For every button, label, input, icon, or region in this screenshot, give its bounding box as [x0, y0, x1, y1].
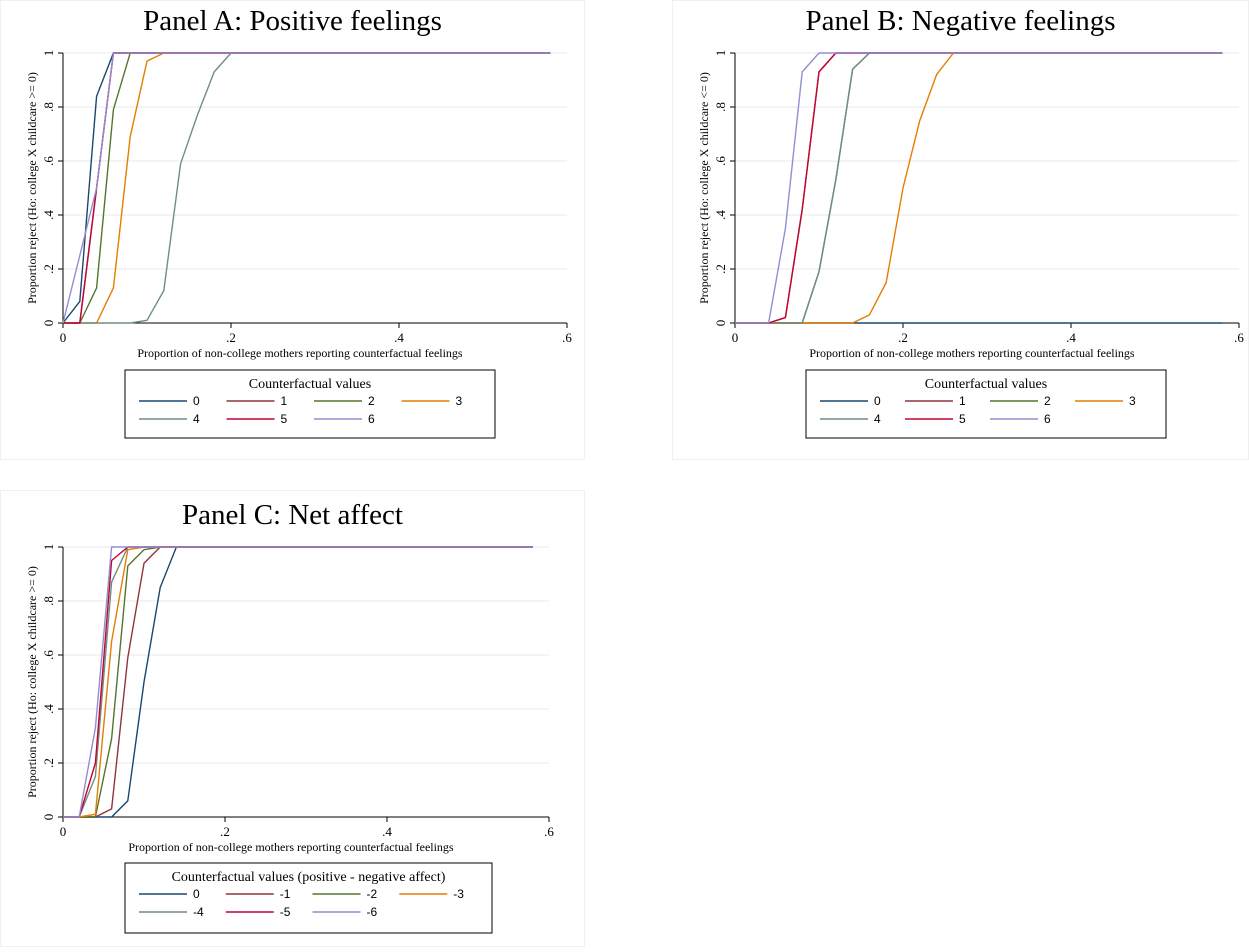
series-line-6 — [63, 546, 533, 818]
legend-label: 0 — [193, 887, 200, 901]
x-tick-label: 0 — [60, 824, 67, 839]
x-tick-label: .4 — [382, 824, 392, 839]
y-tick-label: .4 — [41, 704, 56, 714]
series-line-3 — [735, 52, 1223, 324]
legend-label: 6 — [368, 412, 375, 426]
legend-label: 6 — [1044, 412, 1051, 426]
legend-label: 4 — [193, 412, 200, 426]
chart-svg: Panel C: Net affect0.2.4.6.810.2.4.6Prop… — [0, 490, 585, 947]
series-line-2 — [735, 52, 1223, 324]
series-line-6 — [62, 52, 551, 324]
chart-svg: Panel B: Negative feelings 0 .2 .4 .6 .8 1 0 .2.… — [672, 0, 1249, 460]
y-tick-label: .8 — [41, 596, 56, 606]
legend-label: 3 — [1129, 394, 1136, 408]
legend-label: 0 — [193, 394, 200, 408]
chart-title: Panel B: Negative feelings — [805, 5, 1115, 37]
y-axis-label: Proportion reject (Ho: college X childca… — [25, 566, 39, 798]
y-tick-label: .8 — [713, 102, 728, 112]
panel-frame — [0, 0, 585, 460]
x-tick-label: .4 — [1066, 330, 1076, 345]
series-line-4 — [63, 52, 551, 324]
series-line-3 — [63, 546, 533, 818]
y-tick-label: 0 — [713, 320, 728, 327]
y-tick-label: .4 — [41, 210, 56, 220]
y-tick-label: .6 — [41, 650, 56, 660]
legend-label: 5 — [281, 412, 288, 426]
x-tick-label: .6 — [1234, 330, 1244, 345]
legend-label: -6 — [367, 905, 378, 919]
y-tick-label: .2 — [41, 264, 56, 274]
x-tick-label: 0 — [732, 330, 739, 345]
x-tick-label: .6 — [544, 824, 554, 839]
legend-label: 2 — [1044, 394, 1051, 408]
panel-c-chart: Panel C: Net affect 0.2.4.6.8 1 0.2.4.6 Prop… — [0, 490, 585, 947]
y-tick-label: 1 — [41, 50, 56, 57]
y-tick-label: .4 — [713, 210, 728, 220]
series-line-0 — [62, 52, 551, 324]
y-tick-label: 0 — [41, 814, 56, 821]
legend-title: Counterfactual values — [249, 377, 371, 392]
legend-label: -2 — [367, 887, 378, 901]
legend-box — [124, 862, 493, 934]
y-tick-label: 1 — [713, 50, 728, 57]
x-axis-label: Proportion of non-college mothers report… — [137, 346, 463, 360]
series-line-5 — [63, 52, 551, 324]
series-line-0 — [63, 546, 533, 818]
y-tick-label: 0 — [41, 320, 56, 327]
y-tick-label: 1 — [41, 544, 56, 551]
legend-title: Counterfactual values (positive - negati… — [172, 870, 446, 885]
panel-a-chart: Panel A: Positive feelings 0 .2 .4 .6 .8 1 0 .2.… — [0, 0, 585, 460]
series-line-2 — [63, 546, 533, 818]
series-line-4 — [63, 546, 533, 818]
series-line-1 — [735, 52, 1223, 324]
chart-title: Panel A: Positive feelings — [143, 5, 442, 37]
legend-box — [124, 369, 496, 439]
legend-label: -4 — [193, 905, 204, 919]
legend-label: 2 — [368, 394, 375, 408]
y-tick-label: .6 — [41, 156, 56, 166]
series-line-4 — [735, 52, 1223, 324]
y-axis-label: Proportion reject (Ho: college X childca… — [25, 72, 39, 304]
x-axis-label: Proportion of non-college mothers report… — [128, 840, 454, 854]
series-line-5 — [735, 52, 1223, 324]
panel-b-chart: Panel B: Negative feelings 0 .2 .4 .6 .8 1 0 .2.… — [672, 0, 1249, 460]
y-tick-label: .2 — [713, 264, 728, 274]
series-line-5 — [63, 546, 533, 818]
legend-label: 1 — [959, 394, 966, 408]
series-line-1 — [63, 52, 551, 324]
legend-box — [805, 369, 1167, 439]
y-tick-label: .8 — [41, 102, 56, 112]
series-line-3 — [63, 52, 551, 324]
legend-label: -3 — [453, 887, 464, 901]
series-line-6 — [735, 52, 1223, 324]
x-tick-label: .2 — [226, 330, 236, 345]
series-line-1 — [63, 546, 533, 818]
x-tick-label: .4 — [394, 330, 404, 345]
series-line-2 — [63, 52, 551, 324]
x-axis-label: Proportion of non-college mothers report… — [809, 346, 1135, 360]
legend-label: 0 — [874, 394, 881, 408]
legend-label: 3 — [456, 394, 463, 408]
chart-title: Panel C: Net affect — [182, 499, 403, 531]
x-tick-label: 0 — [60, 330, 67, 345]
x-tick-label: .6 — [562, 330, 572, 345]
x-tick-label: .2 — [220, 824, 230, 839]
legend-label: 4 — [874, 412, 881, 426]
legend-title: Counterfactual values — [925, 377, 1047, 392]
legend-label: 1 — [281, 394, 288, 408]
legend-label: -5 — [280, 905, 291, 919]
legend-label: -1 — [280, 887, 291, 901]
x-tick-label: .2 — [898, 330, 908, 345]
chart-svg: Panel A: Positive feelings 0 .2 .4 .6 .8 1 0 .2.… — [0, 0, 585, 460]
y-tick-label: .2 — [41, 758, 56, 768]
y-axis-label: Proportion reject (Ho: college X childca… — [697, 72, 711, 304]
legend-label: 5 — [959, 412, 966, 426]
y-tick-label: .6 — [713, 156, 728, 166]
